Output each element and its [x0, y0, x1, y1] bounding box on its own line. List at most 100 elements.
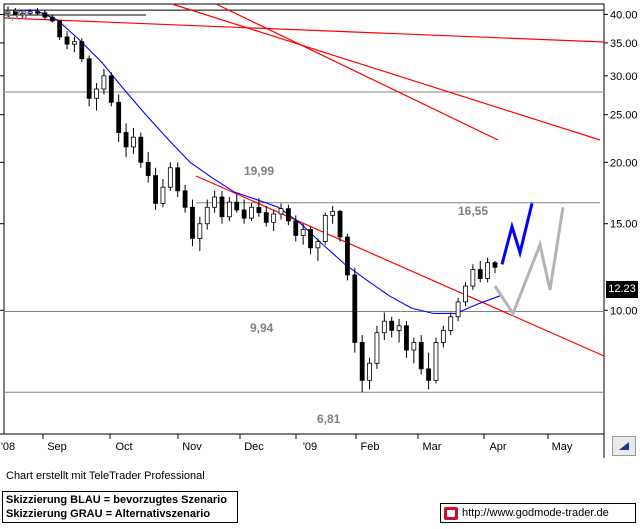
scroll-nav-button[interactable] [612, 436, 636, 456]
godmode-logo-icon [444, 506, 458, 520]
scenario-legend: Skizzierung BLAU = bevorzugtes Szenario … [2, 491, 238, 523]
candle-body [433, 342, 439, 381]
candle-body [440, 329, 446, 343]
candle-body [49, 16, 55, 22]
candle-body [285, 208, 291, 222]
candle-body [448, 316, 454, 331]
candle-body [426, 368, 431, 381]
candle-body [352, 274, 358, 343]
candle-body [5, 11, 11, 14]
candle-body [167, 167, 173, 188]
candle-body [249, 206, 254, 219]
candle-body [263, 212, 269, 223]
candle-body [219, 196, 225, 218]
website-link[interactable]: http://www.godmode-trader.de [440, 503, 636, 523]
x-tick-label: Mar [423, 441, 442, 453]
y-tick-label: 20.00 [610, 157, 638, 169]
x-tick-label: Sep [47, 441, 67, 453]
candle-body [381, 320, 387, 334]
candle-body [293, 220, 299, 236]
x-tick-label: '09 [303, 441, 317, 453]
candle-body [470, 269, 476, 287]
candle-body [396, 325, 402, 331]
x-tick-label: May [552, 441, 573, 453]
plot-frame [3, 3, 605, 435]
legend-blue-scenario: Skizzierung BLAU = bevorzugtes Szenario [6, 494, 227, 506]
candle-body [64, 36, 70, 45]
level-annotation: 19,99 [244, 164, 274, 178]
candle-body [79, 41, 85, 60]
triangle-nav-icon [619, 442, 629, 450]
trendline [215, 3, 499, 141]
level-annotation: 6,81 [317, 412, 341, 426]
candle-body [160, 186, 166, 204]
candle-body [418, 342, 424, 370]
y-tick-label: 30.00 [610, 71, 638, 83]
candle-body [204, 206, 210, 225]
candle-body [278, 208, 284, 215]
candle-body [131, 136, 136, 148]
gray-scenario-path [493, 207, 565, 317]
candle-body [485, 262, 491, 279]
candle-body [345, 236, 350, 276]
candle-body [367, 362, 372, 381]
candle-body [330, 210, 336, 216]
last-price-badge: 12.23 [606, 281, 638, 298]
candle-body [145, 161, 151, 176]
candle-body [27, 11, 33, 14]
level-annotation: 16,55 [458, 204, 488, 218]
trendline [171, 3, 601, 141]
candle-body [477, 269, 483, 279]
level-annotation: 9,73 [4, 8, 28, 22]
candle-body [300, 229, 306, 236]
website-url[interactable]: http://www.godmode-trader.de [462, 507, 609, 519]
candle-body [72, 41, 77, 45]
x-tick-label: Apr [489, 441, 506, 453]
x-tick-label: Nov [182, 441, 202, 453]
trendline [195, 175, 605, 357]
candle-body [455, 301, 461, 318]
candle-body [492, 262, 498, 268]
candle-body [404, 325, 409, 351]
y-tick-label: 15.00 [610, 219, 638, 231]
y-tick-label: 10.00 [610, 305, 638, 317]
candle-body [123, 132, 129, 148]
x-tick-label: '08 [1, 441, 15, 453]
candle-body [463, 285, 468, 303]
candle-body [359, 342, 365, 381]
candle-body [138, 136, 144, 163]
trendline [3, 17, 605, 43]
candle-body [182, 190, 188, 208]
y-tick-label: 35.00 [610, 38, 638, 50]
x-tick-label: Dec [244, 441, 264, 453]
legend-gray-scenario: Skizzierung GRAU = Alternativszenario [6, 508, 211, 520]
candle-body [212, 196, 218, 208]
credit-text: Chart erstellt mit TeleTrader Profession… [6, 470, 205, 482]
candle-body [35, 11, 40, 14]
candle-body [20, 12, 26, 16]
candle-body [190, 206, 195, 239]
candle-body [271, 213, 277, 223]
candle-body [94, 88, 99, 99]
candle-body [116, 101, 122, 133]
candle-body [337, 210, 343, 238]
candle-body [374, 332, 380, 364]
candle-body [42, 12, 48, 18]
candle-body [308, 229, 313, 249]
blue-scenario-path [500, 203, 534, 265]
level-annotation: 9,94 [250, 321, 274, 335]
candle-body [197, 223, 203, 239]
y-tick-label: 40.00 [610, 9, 638, 21]
candle-body [315, 241, 321, 249]
candle-body [322, 214, 328, 242]
candle-body [175, 167, 181, 192]
candle-body [234, 201, 240, 211]
candle-body [86, 58, 92, 99]
x-tick-label: Feb [361, 441, 380, 453]
candle-body [12, 11, 18, 15]
x-tick-label: Oct [115, 441, 132, 453]
candle-body [241, 209, 247, 219]
candle-body [411, 342, 417, 351]
candle-body [153, 175, 158, 204]
